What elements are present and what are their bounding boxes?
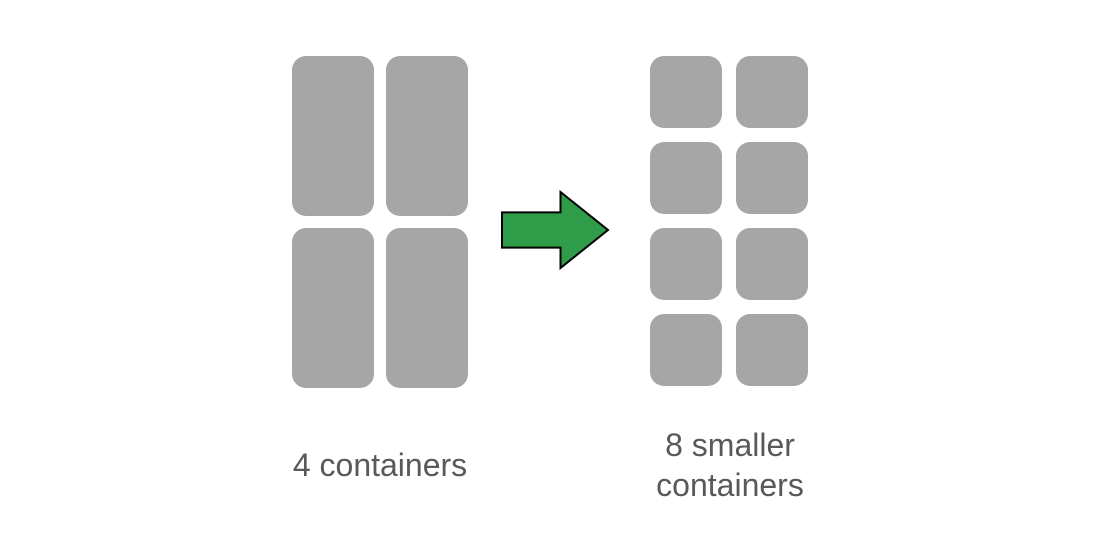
left-block	[386, 228, 468, 388]
right-block	[650, 56, 722, 128]
right-block	[736, 56, 808, 128]
right-block	[736, 228, 808, 300]
right-block	[650, 228, 722, 300]
diagram-stage: 4 containers 8 smaller containers	[0, 0, 1108, 541]
right-block	[650, 314, 722, 386]
right-group-label: 8 smaller containers	[605, 425, 855, 505]
left-block	[386, 56, 468, 216]
left-group-label: 4 containers	[240, 445, 520, 485]
arrow-icon	[500, 190, 610, 270]
right-block	[736, 314, 808, 386]
left-block	[292, 56, 374, 216]
left-block	[292, 228, 374, 388]
right-block	[736, 142, 808, 214]
right-block	[650, 142, 722, 214]
